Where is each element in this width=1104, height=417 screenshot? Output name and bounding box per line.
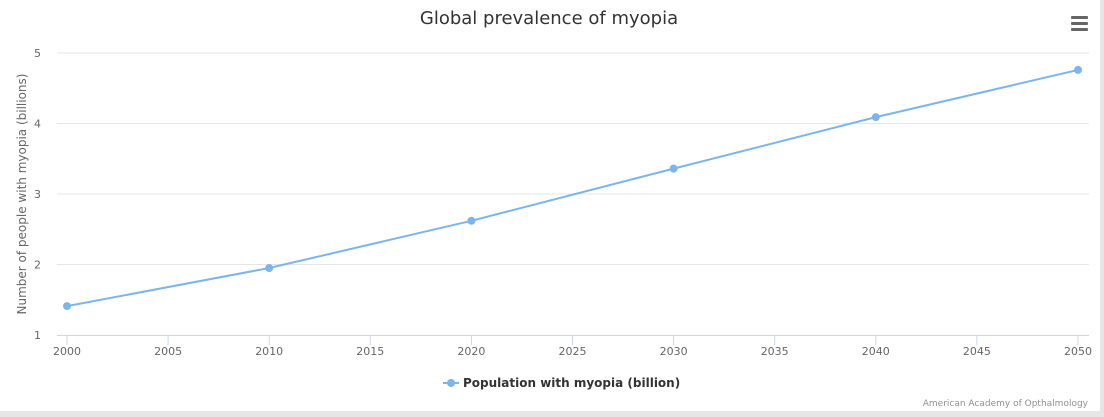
x-tick-label: 2010 [255,345,283,358]
y-tick-label: 4 [34,118,41,131]
y-tick-label: 5 [34,47,41,60]
x-tick-label: 2000 [53,345,81,358]
series-layer [63,65,1082,311]
data-point[interactable] [265,264,274,273]
y-tick-label: 2 [34,259,41,272]
chart-title: Global prevalence of myopia [420,8,678,29]
hamburger-menu-icon[interactable] [1066,10,1092,36]
menu-bar [1070,15,1088,19]
x-tick-label: 2025 [559,345,587,358]
grid-lines [57,52,1089,265]
y-tick-label: 3 [34,188,41,201]
legend[interactable]: Population with myopia (billion) [443,376,680,390]
x-tick-label: 2035 [761,345,789,358]
data-point[interactable] [871,113,880,122]
data-point[interactable] [1074,65,1082,74]
x-tick-label: 2040 [862,345,890,358]
data-point[interactable] [467,216,476,225]
x-tick-label: 2005 [154,345,182,358]
x-tick-label: 2020 [457,345,485,358]
y-tick-label: 1 [34,329,41,342]
menu-bar [1070,27,1088,31]
axes: 1 2 3 4 5 2000 2005 2010 2015 2020 2025 2030 2035 204… [34,47,1092,358]
data-point[interactable] [63,302,71,311]
x-tick-label: 2050 [1064,345,1092,358]
legend-label: Population with myopia (billion) [463,376,680,390]
x-tick-label: 2015 [356,345,384,358]
x-tick-label: 2045 [963,345,991,358]
credits-link[interactable]: American Academy of Opthalmology [922,399,1088,409]
data-point[interactable] [669,164,678,173]
series-line [66,68,1079,308]
menu-bar [1070,21,1088,25]
x-tick-label: 2030 [660,345,688,358]
legend-marker-symbol [447,379,455,387]
y-axis-title: Number of people with myopia (billions) [15,74,29,315]
